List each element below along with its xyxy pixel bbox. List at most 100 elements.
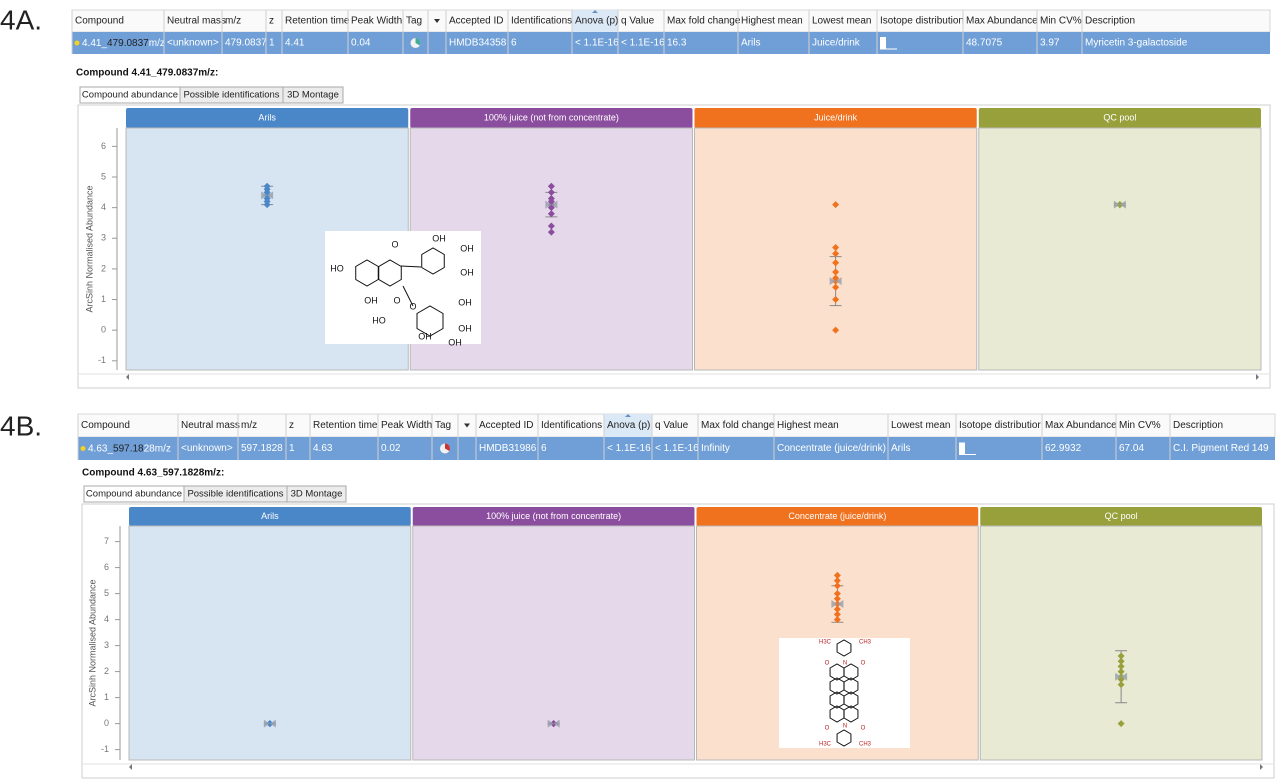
data-point (833, 605, 841, 613)
mean-marker (261, 191, 274, 200)
data-point (833, 571, 841, 579)
column-header[interactable]: Max fold change (701, 420, 775, 431)
column-header[interactable]: Description (1173, 420, 1223, 431)
column-header[interactable]: Isotope distributior (959, 420, 1041, 431)
column-header[interactable]: Tag (435, 420, 451, 431)
scroll-right[interactable] (1260, 764, 1263, 770)
structure-label: O (825, 726, 830, 732)
column-header[interactable]: Peak Width (351, 16, 402, 27)
column-header[interactable]: Peak Width (381, 420, 432, 431)
column-header[interactable]: Max Abundance (1045, 420, 1117, 431)
column-header[interactable]: Min CV% (1119, 420, 1161, 431)
facet-title: 100% juice (not from concentrate) (486, 511, 621, 521)
data-point (547, 182, 555, 190)
row-cell: 4.41 (285, 38, 305, 49)
y-tick-label: 6 (101, 141, 106, 151)
tag-icon-slice (445, 443, 450, 451)
structure-label: OH (364, 295, 378, 305)
data-point (547, 228, 555, 236)
mean-marker (1113, 200, 1126, 209)
column-header[interactable]: Description (1085, 16, 1135, 27)
tab[interactable] (282, 86, 344, 104)
structure-label: OH (418, 331, 432, 341)
ring (836, 729, 852, 747)
structure-label: O (861, 661, 866, 667)
tab-label[interactable]: 3D Montage (291, 489, 343, 500)
column-header[interactable]: z (289, 420, 294, 431)
row-cell: Arils (741, 38, 760, 49)
column-header[interactable]: Accepted ID (449, 16, 503, 27)
column-header[interactable]: q Value (655, 420, 689, 431)
row-cell: <unknown> (167, 38, 219, 49)
compound-part: 4.63_ (88, 443, 113, 454)
tab-label[interactable]: Compound abundance (86, 489, 182, 500)
dropdown-arrow (434, 19, 440, 23)
row-cell: 0.04 (351, 38, 371, 49)
scroll-right[interactable] (1256, 374, 1259, 380)
column-header[interactable]: Retention time (313, 420, 378, 431)
column-header[interactable]: q Value (621, 16, 655, 27)
row-cell: 67.04 (1119, 443, 1144, 454)
column-header[interactable]: Min CV% (1040, 16, 1082, 27)
data-point (832, 243, 840, 251)
data-point (1117, 657, 1125, 665)
column-header[interactable]: Anova (p) (575, 16, 618, 27)
tab[interactable] (286, 485, 347, 503)
structure-label: CH3 (859, 742, 872, 748)
data-point (833, 595, 841, 603)
structure-label: CH3 (859, 640, 872, 646)
tab-label[interactable]: Possible identifications (187, 489, 283, 500)
column-header[interactable]: Max fold change (667, 16, 741, 27)
column-header[interactable]: Neutral mass (181, 420, 240, 431)
column-header[interactable]: Identifications (541, 420, 602, 431)
column-header[interactable]: Highest mean (777, 420, 839, 431)
column-header[interactable]: Highest mean (741, 16, 803, 27)
column-header[interactable]: Tag (406, 16, 422, 27)
panel-label: 4A. (0, 4, 42, 35)
data-point (832, 201, 840, 209)
panel-label: 4B. (0, 410, 42, 441)
column-header[interactable]: Neutral mass (167, 16, 226, 27)
column-header[interactable]: Retention time (285, 16, 350, 27)
ring (843, 663, 859, 681)
y-tick-label: 5 (104, 588, 109, 598)
table-row-bg[interactable] (72, 32, 1270, 54)
structure-label: OH (458, 297, 472, 307)
row-cell: 6 (511, 38, 517, 49)
column-header[interactable]: Accepted ID (479, 420, 533, 431)
column-header[interactable]: Compound (75, 16, 124, 27)
tab-label[interactable]: Possible identifications (183, 90, 279, 101)
column-header[interactable]: Lowest mean (891, 420, 950, 431)
structure-label: O (409, 301, 416, 311)
row-cell: HMDB31986 (479, 443, 537, 454)
column-header[interactable]: m/z (241, 420, 257, 431)
compound-title: Compound 4.41_479.0837m/z: (76, 68, 218, 79)
column-header[interactable]: z (269, 16, 274, 27)
tab-label[interactable]: Compound abundance (82, 90, 178, 101)
row-cell: 0.02 (381, 443, 401, 454)
y-tick-label: 0 (104, 718, 109, 728)
data-point (833, 590, 841, 598)
column-header[interactable]: Identifications (511, 16, 572, 27)
row-cell: 3.97 (1040, 38, 1060, 49)
y-tick-label: -1 (101, 744, 109, 754)
column-header[interactable]: Compound (81, 420, 130, 431)
structure-label: OH (448, 337, 462, 347)
facet-header (694, 108, 977, 128)
tab-label[interactable]: 3D Montage (287, 90, 339, 101)
column-header[interactable]: Max Abundance (966, 16, 1038, 27)
facet-header (412, 507, 695, 526)
column-header[interactable]: m/z (225, 16, 241, 27)
row-cell: < 1.1E-16 (621, 38, 665, 49)
y-tick-label: 3 (104, 640, 109, 650)
column-header[interactable]: Lowest mean (812, 16, 871, 27)
scroll-left[interactable] (126, 374, 129, 380)
ring (843, 677, 859, 695)
row-cell: 479.0837 (225, 38, 267, 49)
isotope-bar (959, 442, 965, 455)
y-axis-label: ArcSinh Normalised Abundance (87, 579, 97, 706)
column-header[interactable]: Isotope distribution (880, 16, 964, 27)
column-header[interactable]: Anova (p) (607, 420, 650, 431)
compound-part: 4.41_ (82, 38, 107, 49)
scroll-left[interactable] (129, 764, 132, 770)
